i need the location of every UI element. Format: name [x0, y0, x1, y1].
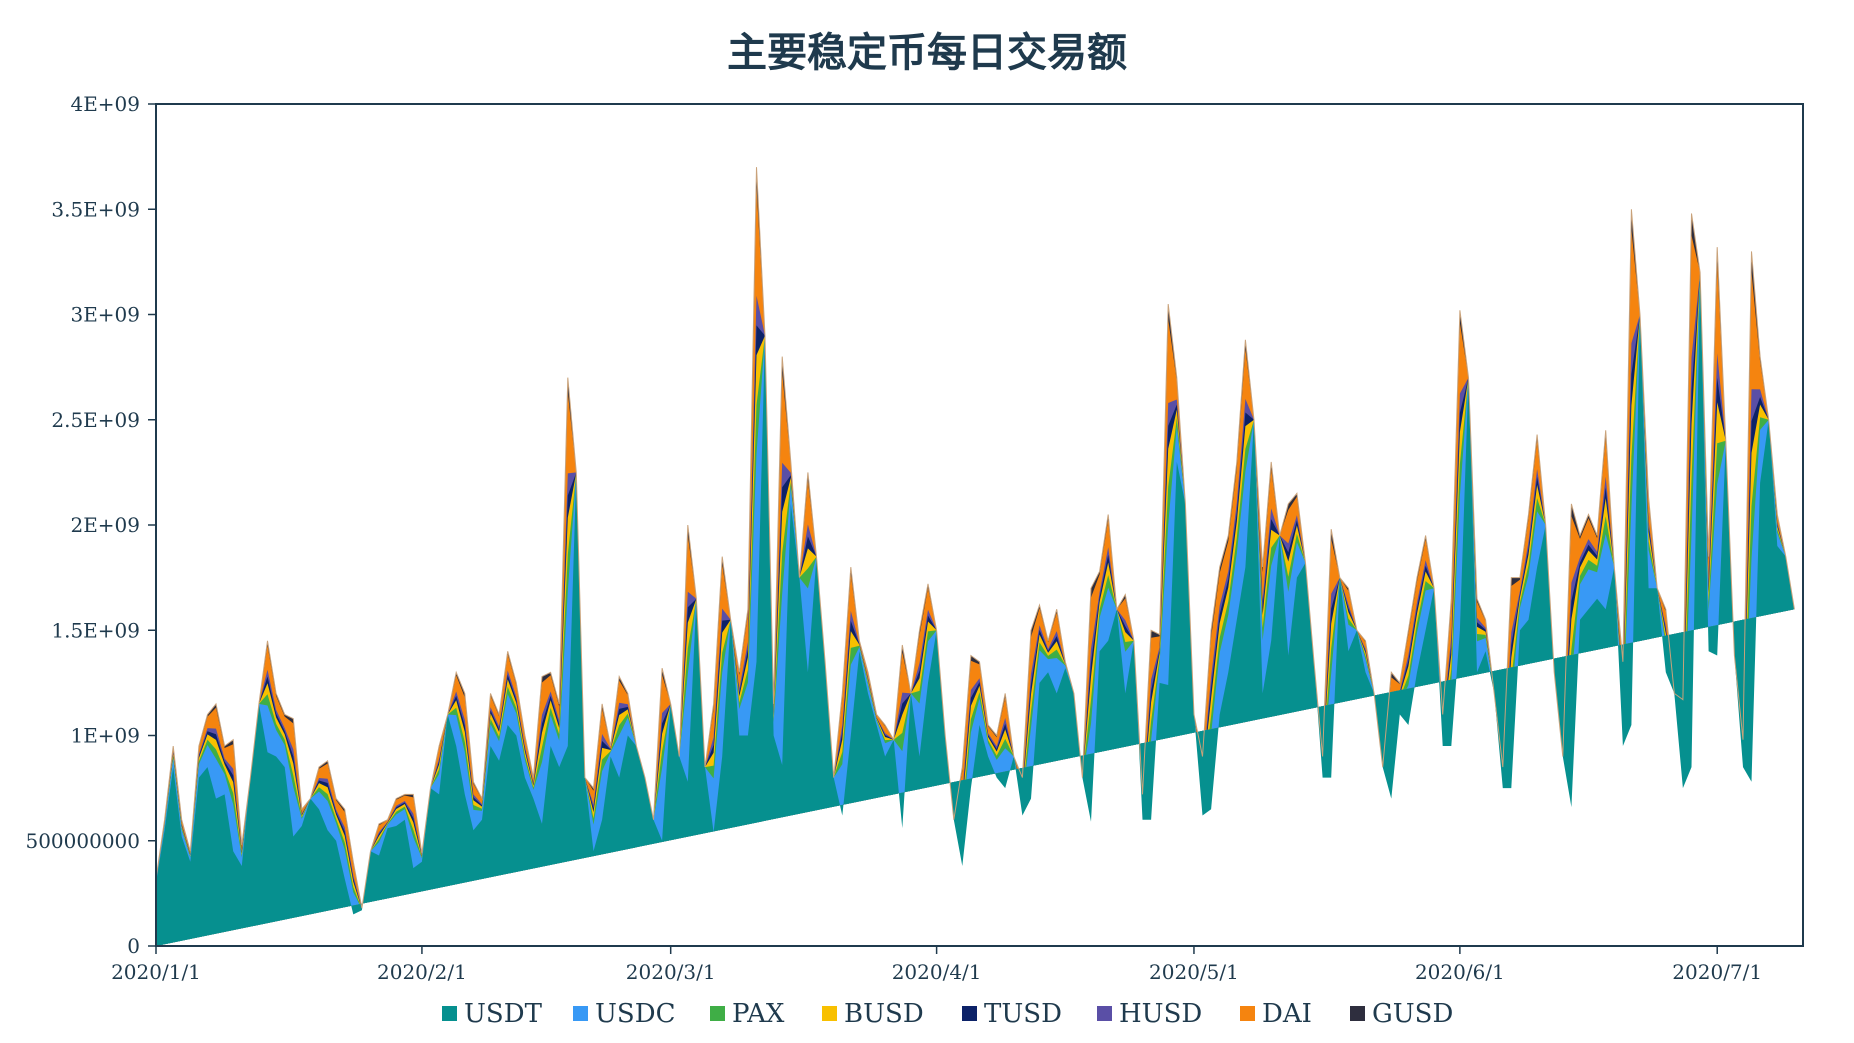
stack-outline — [155, 167, 1795, 909]
legend-swatch-dai — [1240, 1006, 1255, 1021]
area-usdt — [156, 272, 1795, 946]
x-axis: 2020/1/1 2020/2/1 2020/3/1 2020/4/1 2020/5/1… — [111, 946, 1762, 984]
x-tick-label: 2020/5/1 — [1149, 960, 1239, 984]
y-tick-label: 1E+09 — [70, 724, 140, 748]
x-tick-label: 2020/2/1 — [377, 960, 467, 984]
y-tick-label: 4E+09 — [70, 92, 140, 116]
y-tick-label: 3.5E+09 — [51, 197, 140, 221]
y-tick-label: 500000000 — [25, 829, 140, 853]
y-tick-label: 0 — [127, 934, 140, 958]
legend-label-usdc: USDC — [595, 999, 675, 1029]
legend-label-busd: BUSD — [844, 999, 924, 1029]
legend-swatch-usdt — [442, 1006, 457, 1021]
legend-swatch-husd — [1097, 1006, 1112, 1021]
y-axis: 0 500000000 1E+09 1.5E+09 2E+09 2.5E+09 3E+09 3… — [25, 92, 156, 958]
x-tick-label: 2020/1/1 — [111, 960, 201, 984]
legend-swatch-pax — [710, 1006, 725, 1021]
legend-label-gusd: GUSD — [1372, 999, 1453, 1029]
chart-title: 主要稳定币每日交易额 — [727, 29, 1127, 76]
legend: USDT USDC PAX BUSD TUSD HUSD DAI GUSD — [442, 999, 1453, 1029]
legend-swatch-busd — [822, 1006, 837, 1021]
x-tick-label: 2020/7/1 — [1672, 960, 1762, 984]
legend-swatch-usdc — [573, 1006, 588, 1021]
x-tick-label: 2020/4/1 — [892, 960, 982, 984]
legend-swatch-tusd — [962, 1006, 977, 1021]
legend-label-usdt: USDT — [464, 999, 543, 1029]
y-tick-label: 2.5E+09 — [51, 408, 140, 432]
legend-label-tusd: TUSD — [984, 999, 1062, 1029]
y-tick-label: 1.5E+09 — [51, 618, 140, 642]
y-tick-label: 3E+09 — [70, 303, 140, 327]
legend-swatch-gusd — [1350, 1006, 1365, 1021]
stacked-areas — [155, 167, 1795, 947]
y-tick-label: 2E+09 — [70, 513, 140, 537]
legend-label-dai: DAI — [1262, 999, 1312, 1029]
x-tick-label: 2020/3/1 — [626, 960, 716, 984]
legend-label-pax: PAX — [732, 999, 785, 1029]
legend-label-husd: HUSD — [1119, 999, 1202, 1029]
x-tick-label: 2020/6/1 — [1415, 960, 1505, 984]
